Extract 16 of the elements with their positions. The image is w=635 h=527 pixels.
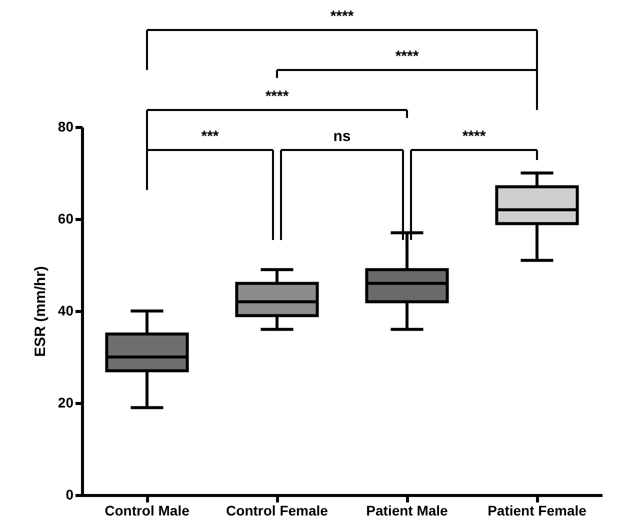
- x-tick-label: Control Male: [104, 502, 190, 518]
- y-tick-label: 20: [58, 394, 74, 410]
- x-tick-label: Patient Female: [488, 502, 587, 518]
- annotation: ns: [333, 128, 351, 145]
- text: ****: [265, 88, 289, 105]
- y-tick-label: 60: [58, 210, 74, 226]
- x-tick-label: Patient Male: [366, 502, 448, 518]
- annotation: ****: [462, 128, 486, 145]
- text: ****: [395, 48, 419, 65]
- y-tick-label: 0: [66, 486, 74, 502]
- annotation: ***: [201, 128, 219, 145]
- y-tick-label: 80: [58, 118, 74, 134]
- text: ****: [330, 8, 354, 25]
- y-tick-label: 40: [58, 302, 74, 318]
- y-axis-title: ESR (mm/hr): [32, 266, 49, 357]
- x-tick-label: Control Female: [226, 502, 328, 518]
